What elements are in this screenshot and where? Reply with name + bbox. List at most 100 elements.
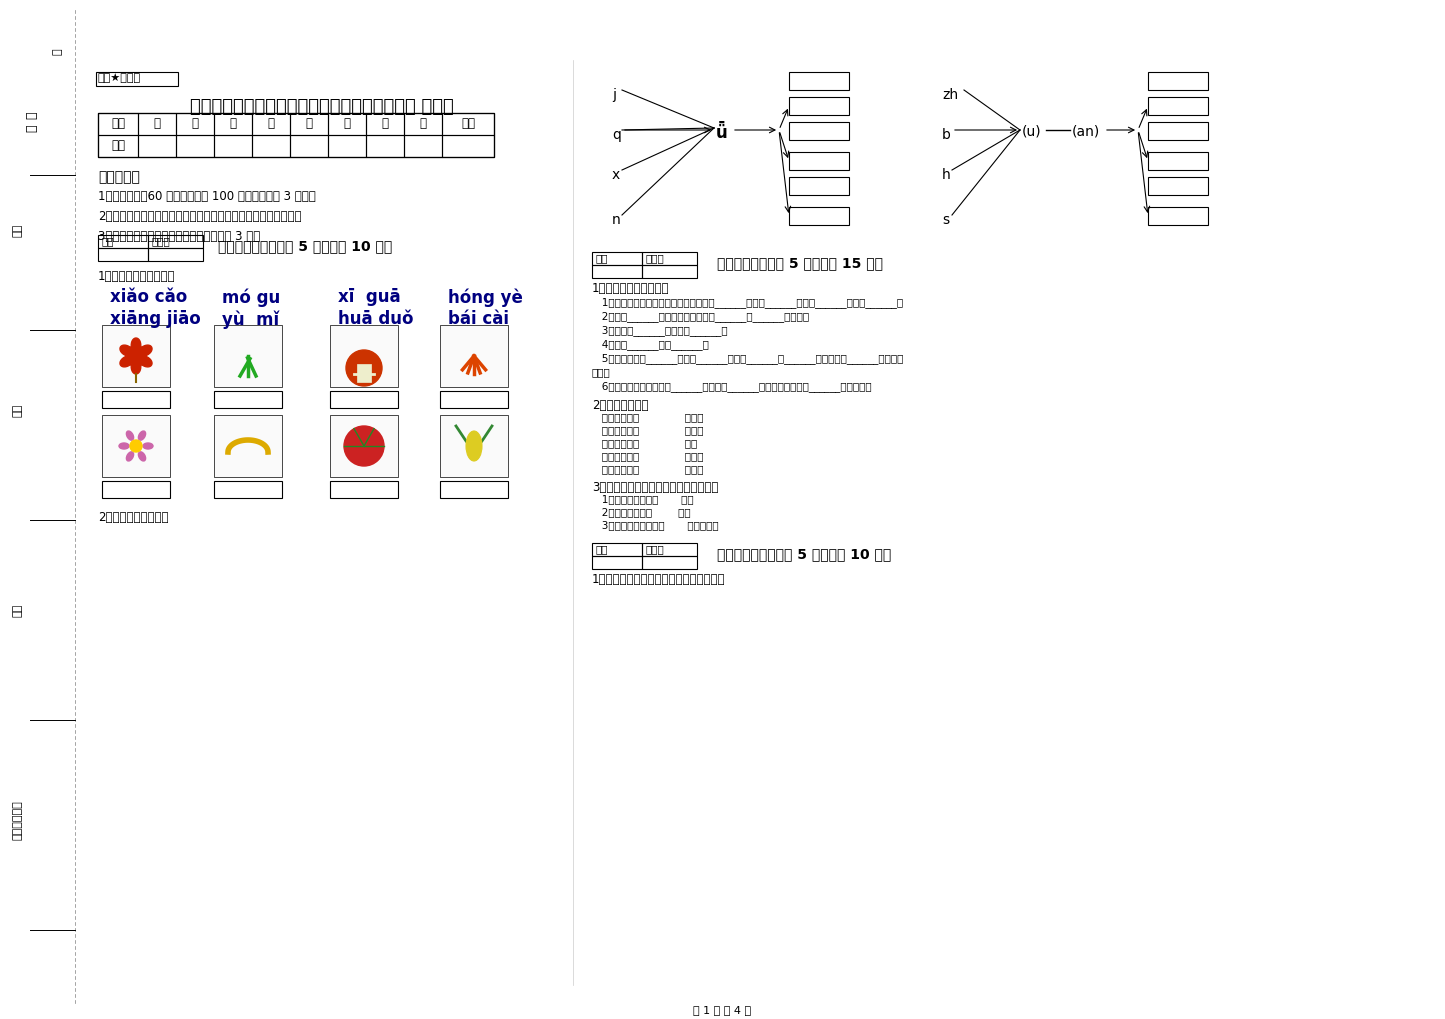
Text: 考试须知：: 考试须知： [98, 170, 140, 184]
Text: 题号: 题号 [111, 117, 126, 130]
Text: 学校: 学校 [13, 603, 23, 616]
Text: 参: 参 [26, 111, 39, 119]
Text: 二、填空题（每题 5 分，共计 15 分）: 二、填空题（每题 5 分，共计 15 分） [717, 256, 883, 270]
Text: 班级: 班级 [13, 404, 23, 417]
Text: 四: 四 [267, 117, 275, 130]
Text: bái cài: bái cài [448, 310, 509, 328]
Text: 奶奶的头发（              ）的。: 奶奶的头发（ ）的。 [592, 425, 704, 435]
Text: ǖ: ǖ [717, 124, 728, 142]
Circle shape [345, 350, 381, 386]
Text: 6、姑姑送我一只小鸟，______的羽毛，______的嘴巴，两只眼睛______的，可爱。: 6、姑姑送我一只小鸟，______的羽毛，______的嘴巴，两只眼睛_____… [592, 381, 871, 392]
Bar [642, 556, 696, 569]
Bar [329, 391, 397, 408]
Bar [95, 72, 178, 86]
Bar [176, 135, 214, 157]
Text: 评卷人: 评卷人 [644, 544, 663, 554]
Bar [789, 97, 850, 115]
Text: 得分: 得分 [111, 139, 126, 152]
Text: 七: 七 [381, 117, 389, 130]
Text: s: s [942, 213, 949, 227]
Text: 三、识字写字（每题 5 分，共计 10 分）: 三、识字写字（每题 5 分，共计 10 分） [717, 547, 892, 561]
Text: 题: 题 [53, 49, 64, 55]
Ellipse shape [139, 431, 146, 440]
Bar [1147, 152, 1208, 170]
Bar [98, 113, 139, 135]
Bar [214, 135, 251, 157]
Text: 4、众人______，黄______。: 4、众人______，黄______。 [592, 339, 709, 350]
Text: j: j [613, 88, 616, 102]
Bar [357, 364, 371, 382]
Bar [329, 481, 397, 498]
Text: zh: zh [942, 88, 958, 102]
Bar [366, 135, 405, 157]
Bar [103, 325, 171, 387]
Text: 3、门前花儿开，山（       ）水果香。: 3、门前花儿开，山（ ）水果香。 [592, 520, 718, 530]
Ellipse shape [118, 443, 129, 449]
Bar [214, 391, 282, 408]
Bar [1147, 177, 1208, 195]
Text: 2、请首先按要求在试卷的指定位置填写您的姓名、班级、学号。: 2、请首先按要求在试卷的指定位置填写您的姓名、班级、学号。 [98, 210, 302, 223]
Text: 八: 八 [419, 117, 426, 130]
Bar [592, 265, 642, 278]
Text: 1、我会给图片选名字。: 1、我会给图片选名字。 [98, 270, 175, 283]
Text: 1、宋代的寇准七岁时写了一首诗：只有______，更无______，举头______，回首______。: 1、宋代的寇准七岁时写了一首诗：只有______，更无______，举头____… [592, 297, 903, 308]
Text: (u): (u) [1022, 124, 1042, 138]
Text: q: q [613, 128, 621, 142]
Bar [214, 415, 282, 477]
Bar [1147, 72, 1208, 90]
Text: 三: 三 [230, 117, 237, 130]
Bar [642, 543, 696, 556]
Bar [103, 481, 171, 498]
Bar [439, 325, 509, 387]
Text: 评卷人: 评卷人 [644, 253, 663, 263]
Text: 开了。: 开了。 [592, 367, 611, 377]
Ellipse shape [126, 451, 133, 461]
Bar [439, 481, 509, 498]
Bar [1147, 97, 1208, 115]
Ellipse shape [465, 431, 483, 461]
Text: 二: 二 [192, 117, 198, 130]
Ellipse shape [143, 443, 153, 449]
Bar [290, 135, 328, 157]
Text: h: h [942, 168, 951, 182]
Text: 一: 一 [153, 117, 160, 130]
Bar [103, 391, 171, 408]
Text: xiǎo cǎo: xiǎo cǎo [110, 288, 188, 306]
Bar [328, 135, 366, 157]
Text: 3、给句子中带点词填上意思相反的词。: 3、给句子中带点词填上意思相反的词。 [592, 481, 718, 494]
Text: 得分: 得分 [101, 236, 114, 246]
Text: 1、考试时间：60 分钟，满分为 100 分（含卷面分 3 分）。: 1、考试时间：60 分钟，满分为 100 分（含卷面分 3 分）。 [98, 190, 316, 203]
Text: mó gu: mó gu [223, 288, 280, 307]
Text: (an): (an) [1072, 124, 1100, 138]
Bar [214, 113, 251, 135]
Text: x: x [613, 168, 620, 182]
Bar [592, 543, 642, 556]
Text: 五: 五 [305, 117, 312, 130]
Text: 小鸟的羽毛（              ）的。: 小鸟的羽毛（ ）的。 [592, 464, 704, 474]
Text: 姓名: 姓名 [13, 223, 23, 236]
Bar [592, 252, 642, 265]
Text: 2、江上______，但爱鲈鱼美，君看______，______风波里。: 2、江上______，但爱鲈鱼美，君看______，______风波里。 [592, 311, 809, 322]
Bar [139, 113, 176, 135]
Bar [789, 72, 850, 90]
Ellipse shape [139, 451, 146, 461]
Bar [98, 248, 147, 261]
Bar [405, 135, 442, 157]
Bar [176, 113, 214, 135]
Bar [147, 248, 202, 261]
Bar [214, 325, 282, 387]
Bar [789, 177, 850, 195]
Ellipse shape [126, 431, 133, 440]
Text: 得分: 得分 [595, 253, 607, 263]
Bar [103, 415, 171, 477]
Bar [251, 113, 290, 135]
Text: 一、拼音部分（每题 5 分，共计 10 分）: 一、拼音部分（每题 5 分，共计 10 分） [218, 239, 392, 253]
Bar [789, 152, 850, 170]
Text: 5、夏天来了，______风大，______雨多，______和______都成熟了，______花和花都: 5、夏天来了，______风大，______雨多，______和______都成… [592, 353, 903, 364]
Text: 2、我会拼，我会写。: 2、我会拼，我会写。 [98, 511, 169, 524]
Circle shape [130, 440, 142, 452]
Text: 评卷人: 评卷人 [150, 236, 169, 246]
Text: n: n [613, 213, 621, 227]
Bar [642, 252, 696, 265]
Bar [290, 113, 328, 135]
